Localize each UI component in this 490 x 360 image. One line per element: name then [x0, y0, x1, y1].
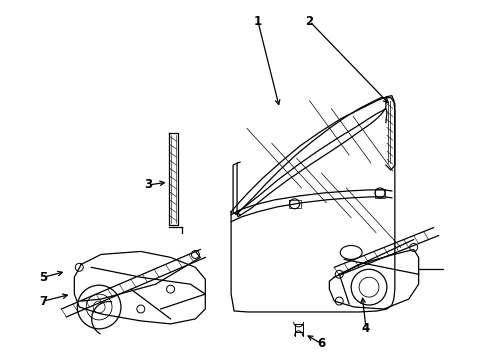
Text: 5: 5 — [39, 271, 48, 284]
Text: 3: 3 — [145, 179, 153, 192]
Text: 2: 2 — [305, 15, 314, 28]
Text: 1: 1 — [254, 15, 262, 28]
Text: 4: 4 — [362, 322, 370, 336]
Text: 6: 6 — [318, 337, 325, 350]
Text: 7: 7 — [40, 294, 48, 307]
